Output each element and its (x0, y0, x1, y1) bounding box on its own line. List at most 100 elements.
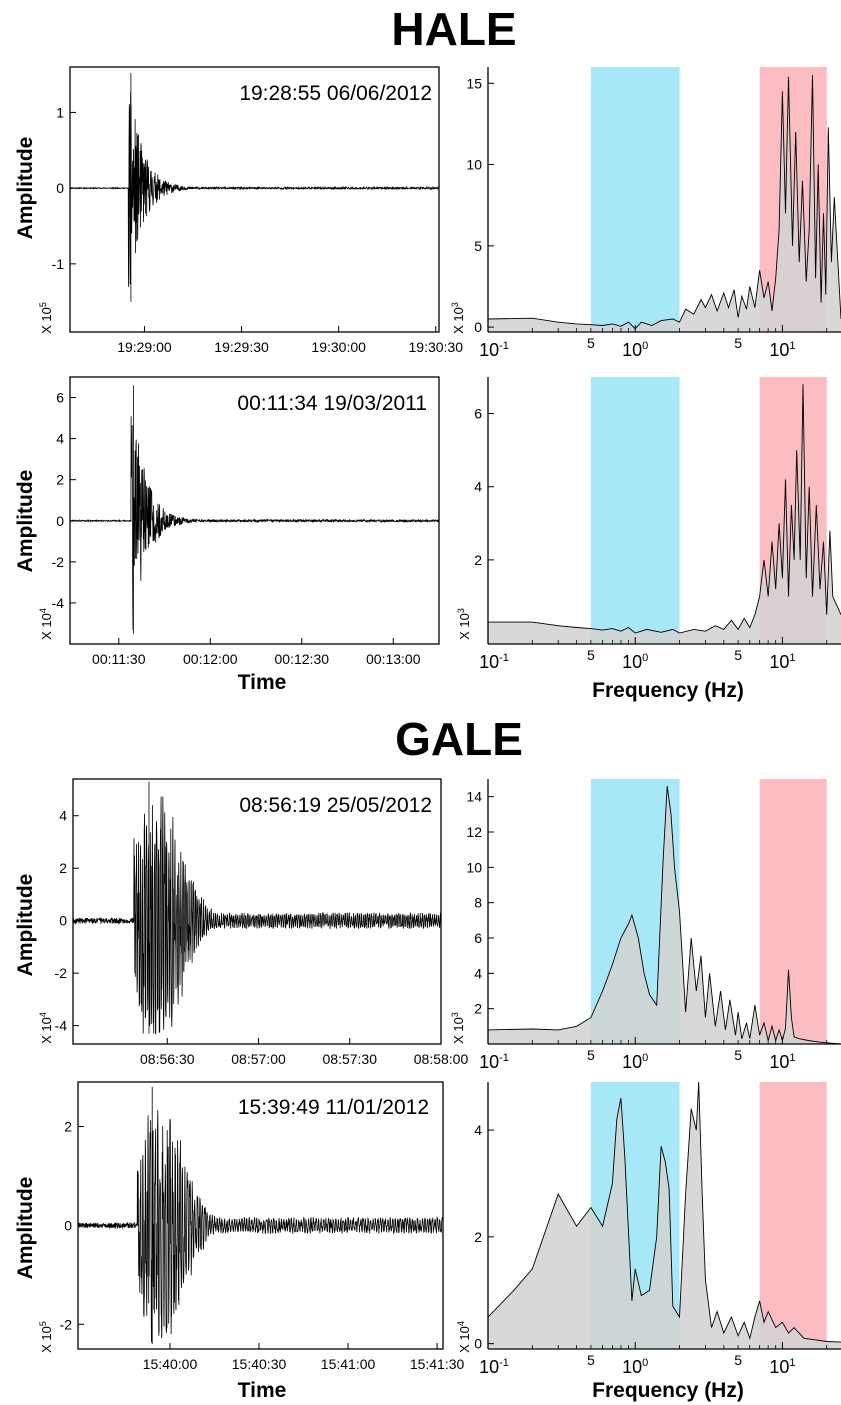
y-tick-label: 4 (56, 431, 64, 447)
x-decade-label: 101 (769, 1052, 795, 1072)
x-half-decade-label: 5 (734, 1047, 742, 1063)
x-tick-label: 19:29:30 (214, 339, 269, 355)
y-tick-label: 4 (474, 1122, 482, 1138)
low-frequency-band (590, 377, 680, 644)
freq-axis-label: Frequency (Hz) (592, 679, 744, 702)
spectrum-line (488, 786, 841, 1044)
x-decade-label: 101 (769, 340, 795, 360)
y-multiplier-base: X 10 (39, 1326, 54, 1353)
freq-multiplier-base: X 10 (457, 1326, 472, 1353)
x-decade-label: 101 (769, 652, 795, 672)
freq-multiplier-label: X 104 (456, 1321, 472, 1353)
y-tick-label: 10 (466, 157, 482, 173)
x-tick-label: 15:40:00 (143, 1356, 198, 1372)
x-tick-label: 19:30:00 (311, 339, 366, 355)
y-tick-label: 2 (474, 1001, 482, 1017)
y-tick-label: 0 (59, 913, 67, 929)
x-decade-label: 10-1 (479, 1357, 509, 1377)
y-multiplier-label: X 104 (38, 1012, 54, 1044)
x-decade-base: 10 (622, 1357, 642, 1377)
x-tick-label: 19:29:00 (117, 339, 172, 355)
x-half-decade-label: 5 (587, 647, 595, 663)
y-tick-label: 2 (64, 1119, 72, 1135)
y-multiplier-label: X 105 (38, 302, 54, 334)
y-tick-label: -4 (52, 595, 65, 611)
y-tick-label: 12 (466, 824, 482, 840)
waveform-panel-gale-0111: -2 0 2 15:40:00 15:40:30 15:41:00 15:41:30 (60, 1081, 465, 1372)
freq-multiplier-exponent: 3 (450, 1012, 460, 1017)
y-tick-label: 5 (474, 238, 482, 254)
waveform-trace (70, 385, 439, 634)
spectrum-line (488, 384, 841, 634)
spectrum-line (488, 1082, 841, 1343)
y-multiplier-base: X 10 (39, 1017, 54, 1044)
x-decade-exponent: -1 (499, 652, 509, 664)
plot-frame (72, 778, 442, 1045)
high-frequency-band (759, 1082, 827, 1349)
x-tick-label: 15:40:30 (232, 1356, 287, 1372)
x-decade-base: 10 (769, 340, 789, 360)
y-axis-label: Amplitude (14, 137, 37, 240)
x-decade-base: 10 (622, 1052, 642, 1072)
y-tick-label: 0 (474, 1336, 482, 1352)
y-tick-label: 14 (466, 789, 482, 805)
waveform-trace (73, 781, 441, 1034)
y-tick-label: 10 (466, 859, 482, 875)
x-decade-exponent: 1 (789, 1357, 795, 1369)
y-multiplier-label: X 105 (38, 1321, 54, 1353)
freq-multiplier-base: X 10 (451, 1017, 466, 1044)
x-half-decade-label: 5 (587, 1352, 595, 1368)
x-decade-exponent: 0 (642, 1052, 648, 1064)
y-tick-label: 0 (56, 513, 64, 529)
x-decade-base: 10 (479, 1357, 499, 1377)
y-tick-label: 2 (56, 472, 64, 488)
x-decade-exponent: 1 (789, 340, 795, 352)
x-decade-label: 10-1 (479, 652, 509, 672)
timestamp-label: 00:11:34 19/03/2011 (237, 392, 427, 415)
x-decade-base: 10 (479, 1052, 499, 1072)
x-decade-label: 100 (622, 1357, 648, 1377)
x-decade-base: 10 (479, 340, 499, 360)
x-decade-exponent: 0 (642, 340, 648, 352)
x-tick-label: 08:57:00 (231, 1051, 286, 1067)
y-tick-label: -1 (52, 256, 65, 272)
x-half-decade-label: 5 (587, 335, 595, 351)
spectrum-area (488, 1082, 841, 1349)
y-tick-label: 0 (474, 319, 482, 335)
y-tick-label: 4 (474, 479, 482, 495)
freq-multiplier-base: X 10 (457, 613, 472, 640)
x-tick-label: 19:30:30 (409, 339, 464, 355)
y-tick-label: 0 (56, 180, 64, 196)
x-half-decade-label: 5 (587, 1047, 595, 1063)
x-decade-base: 10 (769, 1052, 789, 1072)
y-tick-label: 2 (474, 552, 482, 568)
y-axis-label: Amplitude (14, 874, 37, 977)
x-decade-exponent: 0 (642, 1357, 648, 1369)
x-tick-label: 00:11:30 (92, 651, 146, 667)
x-tick-label: 08:57:30 (323, 1051, 378, 1067)
freq-multiplier-label: X 103 (450, 1012, 466, 1044)
freq-multiplier-label: X 103 (450, 302, 466, 334)
y-tick-label: 6 (56, 390, 64, 406)
x-tick-label: 08:56:30 (140, 1051, 195, 1067)
x-tick-label: 00:13:00 (366, 651, 421, 667)
y-tick-label: 2 (59, 860, 67, 876)
y-tick-label: 6 (474, 406, 482, 422)
y-tick-label: 2 (474, 1229, 482, 1245)
y-tick-label: 15 (466, 75, 482, 91)
y-tick-label: 0 (64, 1217, 72, 1233)
y-multiplier-base: X 10 (39, 307, 54, 334)
x-decade-exponent: 1 (789, 652, 795, 664)
x-decade-base: 10 (769, 652, 789, 672)
x-decade-exponent: 1 (789, 1052, 795, 1064)
y-tick-label: 8 (474, 895, 482, 911)
waveform-panel-hale-2012: -1 0 1 19:29:00 19:29:30 19:30:00 19:30:30 (52, 66, 464, 355)
plot-frame (77, 1081, 444, 1350)
x-decade-label: 100 (622, 1052, 648, 1072)
freq-multiplier-exponent: 3 (456, 608, 466, 613)
plot-frame (69, 376, 440, 645)
section-title-hale: HALE (391, 3, 516, 55)
